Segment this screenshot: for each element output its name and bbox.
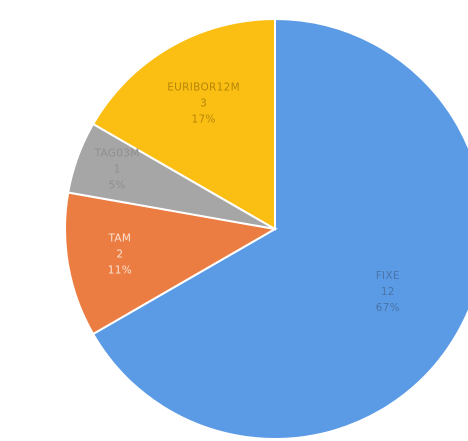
slice-category-label: EURIBOR12M [167, 81, 240, 93]
slice-category-label: TAM [108, 232, 132, 244]
slice-value-label: 1 [114, 164, 121, 176]
slice-percent-label: 11% [108, 264, 132, 276]
pie-slice-tam [64, 191, 278, 336]
slice-value-label: 3 [200, 97, 207, 109]
slice-value-label: 2 [116, 248, 123, 260]
slice-label-tam: TAM 2 11% [108, 232, 133, 276]
slice-value-label: 12 [381, 286, 395, 298]
slice-percent-label: 67% [376, 302, 400, 314]
slice-label-tag03m: TAG03M 1 5% [94, 148, 140, 192]
slice-category-label: FIXE [376, 270, 400, 282]
pie-slice-euribor12m [91, 17, 276, 231]
slice-percent-label: 5% [108, 180, 125, 192]
pie-slices [64, 17, 468, 440]
pie-slice-fixe [91, 17, 468, 440]
slice-labels: FIXE 12 67% TAM 2 11% TAG03M 1 5% EURIBOR12M 3 17% [94, 81, 400, 314]
slice-label-euribor12m: EURIBOR12M 3 17% [167, 81, 240, 125]
slice-percent-label: 17% [191, 113, 215, 125]
slice-label-fixe: FIXE 12 67% [376, 270, 400, 314]
slice-category-label: TAG03M [94, 148, 140, 160]
